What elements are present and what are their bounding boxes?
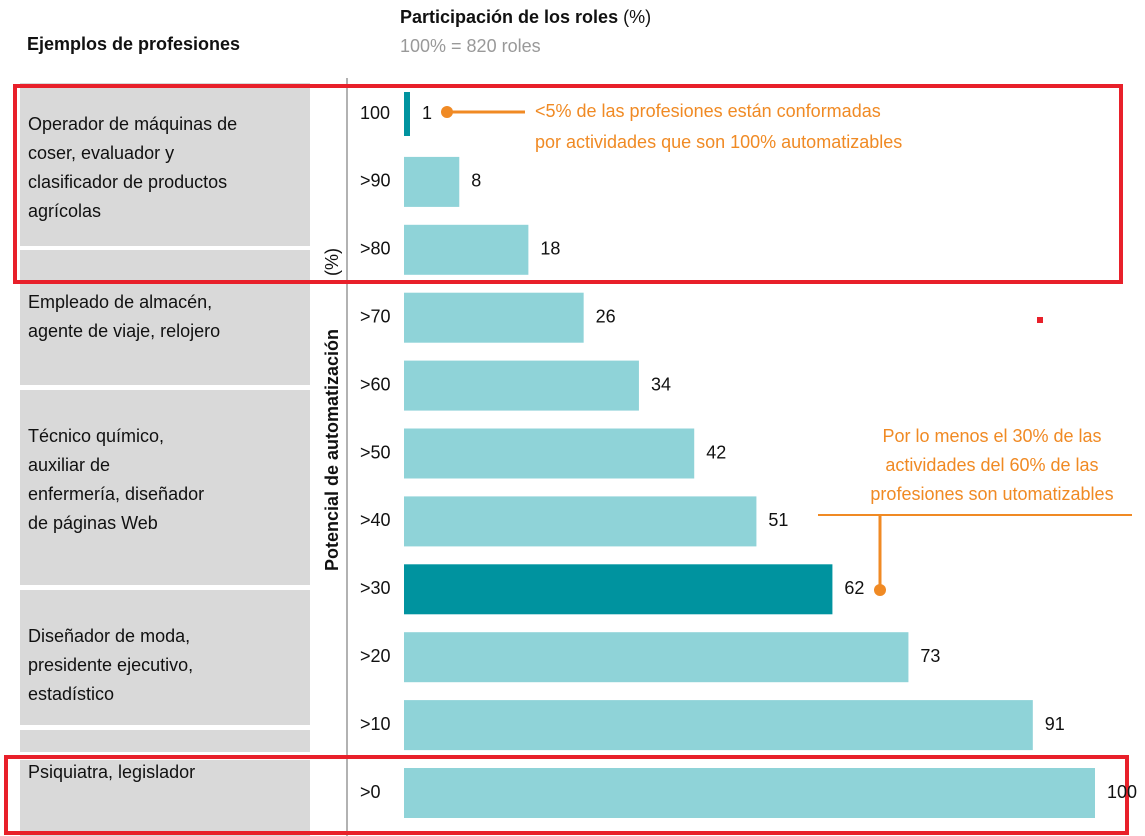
value-label: 1 <box>422 103 432 123</box>
profession-text: Técnico químico, <box>28 426 164 446</box>
y-axis-label: Potencial de automatización <box>322 329 342 571</box>
bar <box>404 92 410 136</box>
category-label: 100 <box>360 103 390 123</box>
panel-box <box>20 760 310 836</box>
panel-box <box>20 250 310 385</box>
category-label: >0 <box>360 782 381 802</box>
callout-dot <box>441 106 453 118</box>
bar <box>404 428 695 479</box>
profession-text: de páginas Web <box>28 513 158 533</box>
panel-box <box>20 730 310 752</box>
y-axis-unit: (%) <box>322 248 342 276</box>
profession-text: Psiquiatra, legislador <box>28 762 195 782</box>
value-label: 51 <box>768 510 788 530</box>
bar <box>404 564 833 615</box>
title-main: Participación de los roles <box>400 7 618 27</box>
profession-text: auxiliar de <box>28 455 110 475</box>
value-label: 42 <box>706 442 726 462</box>
value-label: 62 <box>844 578 864 598</box>
bar <box>404 700 1033 751</box>
profession-text: presidente ejecutivo, <box>28 655 193 675</box>
profession-text: Operador de máquinas de <box>28 114 237 134</box>
bar <box>404 632 909 683</box>
value-label: 91 <box>1045 714 1065 734</box>
profession-text: clasificador de productos <box>28 172 227 192</box>
bar <box>404 156 460 207</box>
highlight-box <box>4 755 1129 835</box>
bar <box>404 292 584 343</box>
highlight-box <box>13 84 1123 284</box>
annotation: actividades del 60% de las <box>885 455 1098 475</box>
category-label: >30 <box>360 578 391 598</box>
callout-dot <box>874 584 886 596</box>
profession-text: Empleado de almacén, <box>28 292 212 312</box>
bar <box>404 768 1095 818</box>
value-label: 34 <box>651 374 671 394</box>
annotation: por actividades que son 100% automatizab… <box>535 132 902 152</box>
panel-header: Ejemplos de profesiones <box>27 34 240 54</box>
category-label: >90 <box>360 171 391 191</box>
category-label: >50 <box>360 442 391 462</box>
value-label: 73 <box>920 646 940 666</box>
profession-text: agente de viaje, relojero <box>28 321 220 341</box>
bar <box>404 224 529 275</box>
category-label: >60 <box>360 374 391 394</box>
panel-box <box>20 390 310 585</box>
subtitle: 100% = 820 roles <box>400 36 541 56</box>
category-label: >70 <box>360 306 391 326</box>
value-label: 18 <box>540 239 560 259</box>
panel-box <box>20 590 310 725</box>
panel-box <box>20 83 310 246</box>
value-label: 8 <box>471 171 481 191</box>
profession-text: agrícolas <box>28 201 101 221</box>
annotation: profesiones son utomatizables <box>870 484 1113 504</box>
category-label: >80 <box>360 239 391 259</box>
value-label: 26 <box>596 306 616 326</box>
profession-text: Diseñador de moda, <box>28 626 190 646</box>
category-label: >40 <box>360 510 391 530</box>
value-label: 100 <box>1107 782 1137 802</box>
bar <box>404 360 639 411</box>
profession-text: enfermería, diseñador <box>28 484 204 504</box>
bar <box>404 496 757 547</box>
chart-title: Participación de los roles (%) <box>400 7 651 27</box>
profession-text: estadístico <box>28 684 114 704</box>
annotation: <5% de las profesiones están conformadas <box>535 101 881 121</box>
profession-text: coser, evaluador y <box>28 143 174 163</box>
red-dot <box>1037 317 1043 323</box>
annotation: Por lo menos el 30% de las <box>882 426 1101 446</box>
category-label: >20 <box>360 646 391 666</box>
category-label: >10 <box>360 714 391 734</box>
title-unit: (%) <box>623 7 651 27</box>
